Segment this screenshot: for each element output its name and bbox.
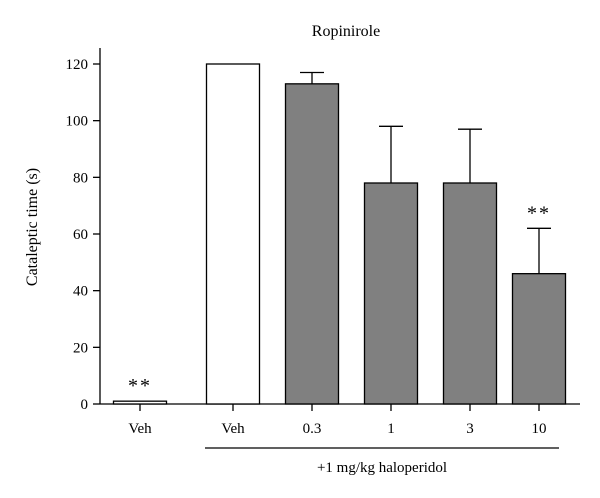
bar bbox=[511, 273, 567, 405]
y-axis-ticks: 0 20 40 60 80 100 120 bbox=[66, 57, 100, 413]
x-tick-label: 0.3 bbox=[303, 421, 322, 437]
y-tick-label: 40 bbox=[73, 284, 88, 300]
group-bracket-label: +1 mg/kg haloperidol bbox=[317, 460, 447, 476]
chart-title: Ropinirole bbox=[312, 23, 380, 40]
y-tick-label: 0 bbox=[81, 397, 89, 413]
bar bbox=[284, 83, 340, 405]
x-tick-label: 10 bbox=[532, 421, 547, 437]
significance-marker: ** bbox=[128, 375, 152, 397]
bar bbox=[205, 63, 261, 405]
significance-marker: ** bbox=[527, 202, 551, 224]
bar bbox=[112, 400, 168, 405]
y-axis-title: Cataleptic time (s) bbox=[24, 168, 41, 286]
x-tick-label: 3 bbox=[466, 421, 474, 437]
y-tick-label: 100 bbox=[66, 114, 89, 130]
bar bbox=[442, 182, 498, 405]
y-tick-label: 20 bbox=[73, 340, 88, 356]
y-tick-label: 60 bbox=[73, 227, 88, 243]
y-tick-label: 80 bbox=[73, 170, 88, 186]
bars-group: ** ** bbox=[112, 63, 567, 405]
group-bracket: +1 mg/kg haloperidol bbox=[205, 447, 559, 476]
bar bbox=[363, 182, 419, 405]
x-tick-label: 1 bbox=[387, 421, 395, 437]
x-axis-ticks: Veh Veh 0.3 1 3 10 bbox=[128, 404, 547, 437]
y-tick-label: 120 bbox=[66, 57, 89, 73]
x-tick-label: Veh bbox=[221, 421, 245, 437]
x-tick-label: Veh bbox=[128, 421, 152, 437]
